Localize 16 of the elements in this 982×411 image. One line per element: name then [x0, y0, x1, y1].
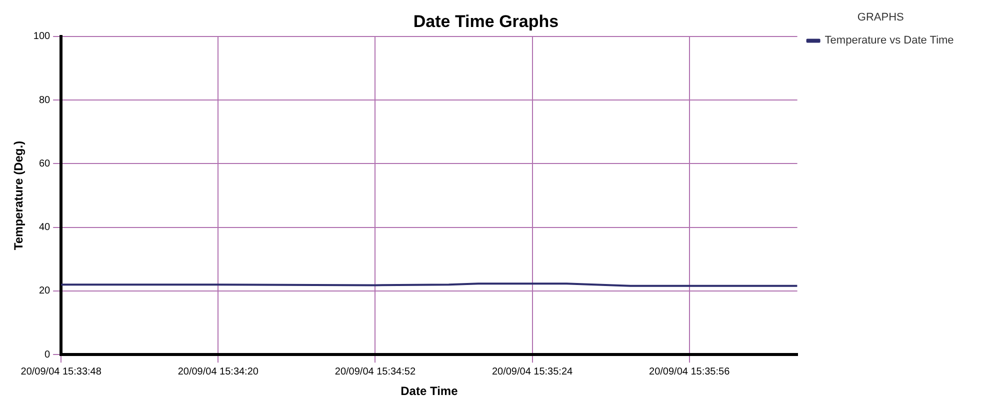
x-tick-label: 20/09/04 15:34:52	[334, 366, 416, 378]
y-axis-title: Temperature (Deg.)	[12, 140, 26, 250]
x-tick-label: 20/09/04 15:35:56	[649, 366, 730, 378]
y-tick-label: 40	[38, 222, 51, 234]
y-tick-label: 0	[44, 349, 51, 360]
y-tick-label: 80	[38, 94, 51, 106]
legend-label: Temperature vs Date Time	[824, 34, 954, 47]
x-tick-label: 20/09/04 15:33:48	[20, 366, 102, 378]
y-tick-label: 100	[33, 31, 51, 42]
y-tick-label: 60	[38, 158, 51, 170]
y-tick-label: 20	[38, 286, 51, 297]
x-tick-label: 20/09/04 15:35:24	[492, 366, 574, 378]
x-axis-title: Date Time	[400, 384, 458, 398]
legend-title: GRAPHS	[857, 12, 904, 24]
x-tick-label: 20/09/04 15:34:20	[178, 366, 259, 378]
chart-title: Date Time Graphs	[413, 12, 559, 31]
